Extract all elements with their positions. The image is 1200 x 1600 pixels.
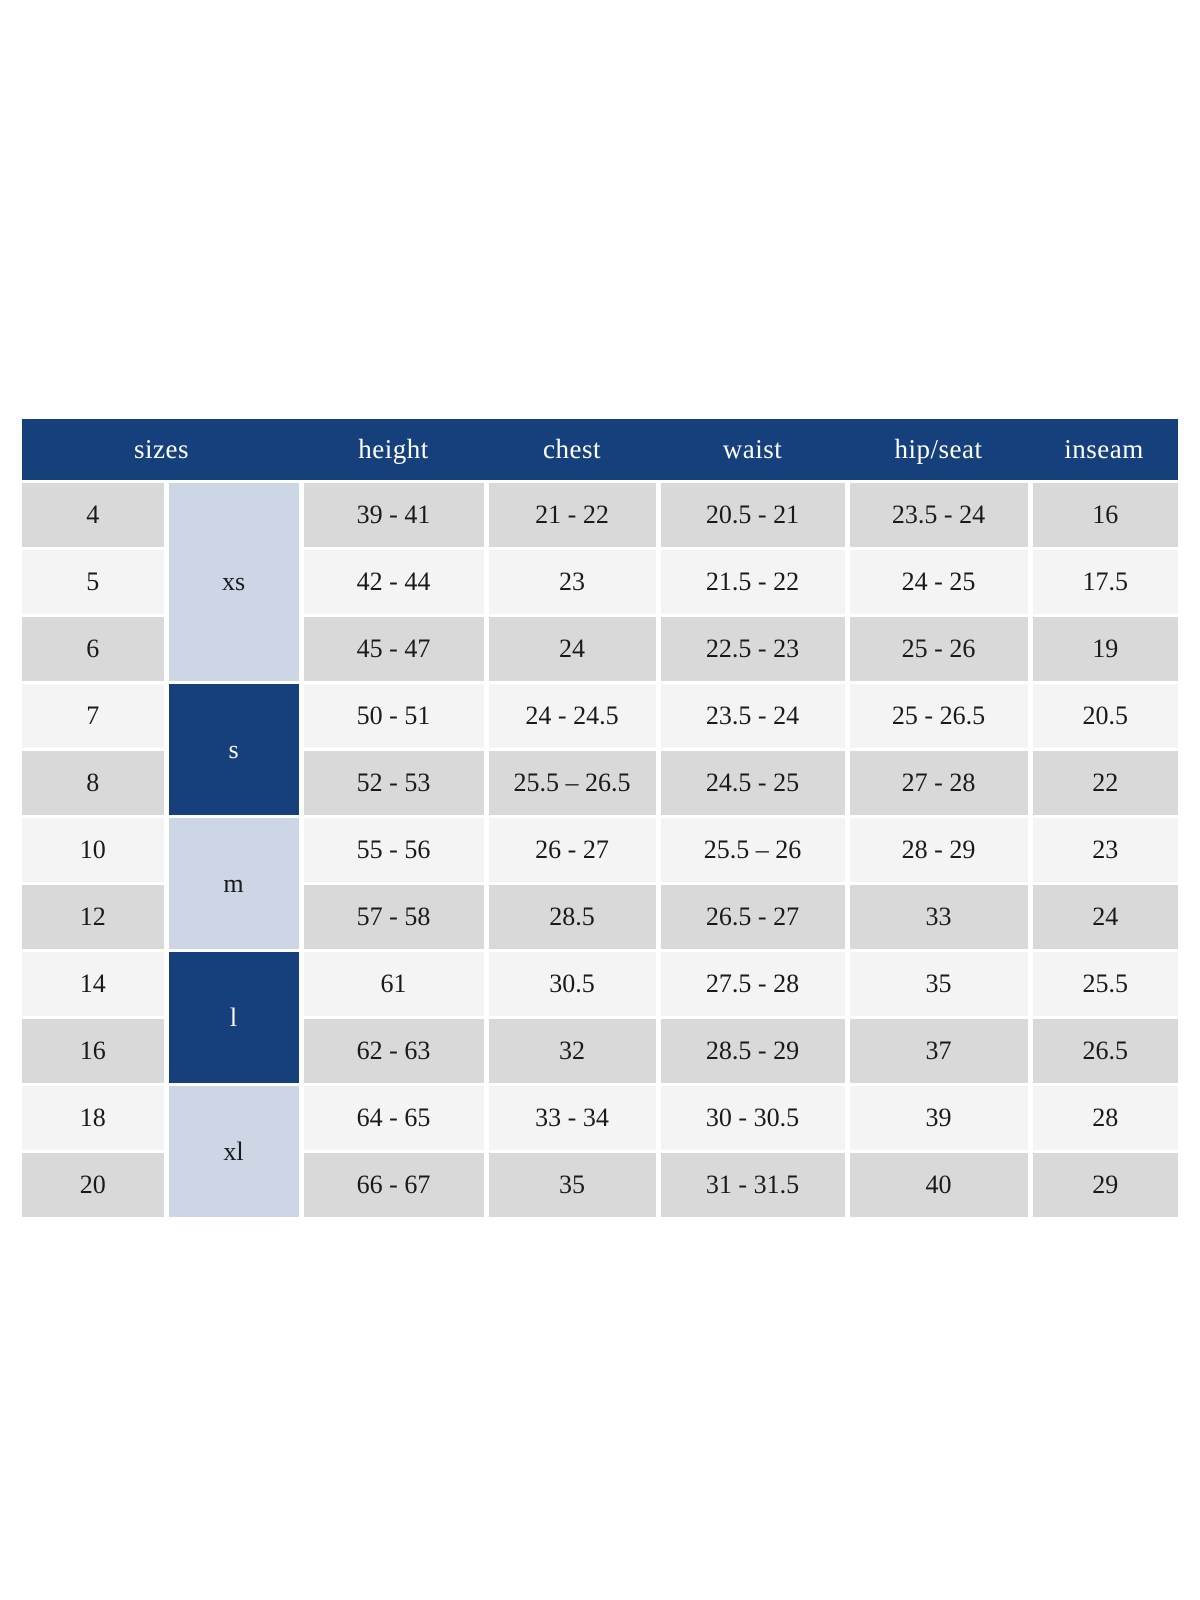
size-group-cell-xl: xl [163, 1083, 302, 1217]
size-cell: 16 [22, 1016, 166, 1085]
table-row-size-7: 7 s 50 - 51 24 - 24.5 23.5 - 24 25 - 26.… [22, 681, 1179, 817]
table-row-size-4: 4 xs 39 - 41 21 - 22 20.5 - 21 23.5 - 24… [22, 480, 1179, 683]
table-row-size-20: 20 66 - 67 35 31 - 31.5 40 29 [22, 1150, 1179, 1217]
size-cell: 18 [22, 1083, 166, 1152]
value-cell-chest: 30.5 [483, 949, 659, 1018]
value-cell-waist: 23.5 - 24 [655, 681, 848, 750]
size-chart-table: sizes height chest waist hip/seat inseam… [22, 419, 1179, 1217]
size-cell: 20 [22, 1150, 166, 1217]
value-cell-chest: 24 [483, 614, 659, 683]
value-cell-height: 61 [298, 949, 487, 1018]
value-cell-chest: 26 - 27 [483, 815, 659, 884]
value-cell-hip-seat: 33 [844, 882, 1031, 951]
table-row-size-16: 16 62 - 63 32 28.5 - 29 37 26.5 [22, 1016, 1179, 1085]
value-cell-hip-seat: 27 - 28 [844, 748, 1031, 817]
header-cell-hip-seat: hip/seat [847, 419, 1031, 482]
header-cell-height: height [301, 419, 487, 482]
header-cell-inseam: inseam [1030, 419, 1179, 482]
value-cell-inseam: 25.5 [1027, 949, 1179, 1018]
value-cell-waist: 26.5 - 27 [655, 882, 848, 951]
value-cell-chest: 21 - 22 [483, 480, 659, 549]
value-cell-inseam: 20.5 [1027, 681, 1179, 750]
value-cell-chest: 28.5 [483, 882, 659, 951]
value-cell-inseam: 23 [1027, 815, 1179, 884]
value-cell-chest: 35 [483, 1150, 659, 1217]
value-cell-inseam: 22 [1027, 748, 1179, 817]
value-cell-waist: 30 - 30.5 [655, 1083, 848, 1152]
value-cell-chest: 33 - 34 [483, 1083, 659, 1152]
table-row-size-12: 12 57 - 58 28.5 26.5 - 27 33 24 [22, 882, 1179, 951]
value-cell-inseam: 26.5 [1027, 1016, 1179, 1085]
header-cell-waist: waist [658, 419, 848, 482]
value-cell-hip-seat: 24 - 25 [844, 547, 1031, 616]
size-cell: 7 [22, 681, 166, 750]
size-cell: 8 [22, 748, 166, 817]
size-group-cell-xs: xs [163, 480, 302, 683]
value-cell-waist: 20.5 - 21 [655, 480, 848, 549]
value-cell-chest: 24 - 24.5 [483, 681, 659, 750]
value-cell-chest: 32 [483, 1016, 659, 1085]
table-row-size-18: 18 xl 64 - 65 33 - 34 30 - 30.5 39 28 [22, 1083, 1179, 1217]
value-cell-waist: 24.5 - 25 [655, 748, 848, 817]
value-cell-inseam: 29 [1027, 1150, 1179, 1217]
size-group-cell-l: l [163, 949, 302, 1085]
value-cell-waist: 27.5 - 28 [655, 949, 848, 1018]
value-cell-waist: 31 - 31.5 [655, 1150, 848, 1217]
value-cell-hip-seat: 39 [844, 1083, 1031, 1152]
size-group-cell-m: m [163, 815, 302, 951]
size-group-cell-s: s [163, 681, 302, 817]
size-cell: 6 [22, 614, 166, 683]
header-row: sizes height chest waist hip/seat inseam [22, 419, 1179, 482]
table-row-size-5: 5 42 - 44 23 21.5 - 22 24 - 25 17.5 [22, 547, 1179, 616]
value-cell-height: 64 - 65 [298, 1083, 487, 1152]
table-row-size-10: 10 m 55 - 56 26 - 27 25.5 – 26 28 - 29 2… [22, 815, 1179, 951]
value-cell-chest: 25.5 – 26.5 [483, 748, 659, 817]
header-cell-sizes: sizes [22, 419, 302, 482]
value-cell-height: 45 - 47 [298, 614, 487, 683]
value-cell-hip-seat: 28 - 29 [844, 815, 1031, 884]
value-cell-height: 57 - 58 [298, 882, 487, 951]
value-cell-height: 39 - 41 [298, 480, 487, 549]
value-cell-waist: 25.5 – 26 [655, 815, 848, 884]
value-cell-waist: 22.5 - 23 [655, 614, 848, 683]
value-cell-height: 62 - 63 [298, 1016, 487, 1085]
value-cell-hip-seat: 37 [844, 1016, 1031, 1085]
size-cell: 10 [22, 815, 166, 884]
size-cell: 12 [22, 882, 166, 951]
value-cell-chest: 23 [483, 547, 659, 616]
value-cell-hip-seat: 23.5 - 24 [844, 480, 1031, 549]
value-cell-height: 42 - 44 [298, 547, 487, 616]
value-cell-inseam: 16 [1027, 480, 1179, 549]
value-cell-waist: 21.5 - 22 [655, 547, 848, 616]
size-cell: 14 [22, 949, 166, 1018]
value-cell-inseam: 28 [1027, 1083, 1179, 1152]
value-cell-inseam: 19 [1027, 614, 1179, 683]
value-cell-inseam: 17.5 [1027, 547, 1179, 616]
value-cell-hip-seat: 25 - 26 [844, 614, 1031, 683]
value-cell-height: 50 - 51 [298, 681, 487, 750]
value-cell-hip-seat: 25 - 26.5 [844, 681, 1031, 750]
header-cell-chest: chest [486, 419, 659, 482]
value-cell-height: 52 - 53 [298, 748, 487, 817]
value-cell-height: 55 - 56 [298, 815, 487, 884]
table-row-size-14: 14 l 61 30.5 27.5 - 28 35 25.5 [22, 949, 1179, 1085]
size-cell: 4 [22, 480, 166, 549]
size-cell: 5 [22, 547, 166, 616]
table-row-size-6: 6 45 - 47 24 22.5 - 23 25 - 26 19 [22, 614, 1179, 683]
value-cell-inseam: 24 [1027, 882, 1179, 951]
value-cell-height: 66 - 67 [298, 1150, 487, 1217]
value-cell-hip-seat: 40 [844, 1150, 1031, 1217]
value-cell-hip-seat: 35 [844, 949, 1031, 1018]
value-cell-waist: 28.5 - 29 [655, 1016, 848, 1085]
table-row-size-8: 8 52 - 53 25.5 – 26.5 24.5 - 25 27 - 28 … [22, 748, 1179, 817]
